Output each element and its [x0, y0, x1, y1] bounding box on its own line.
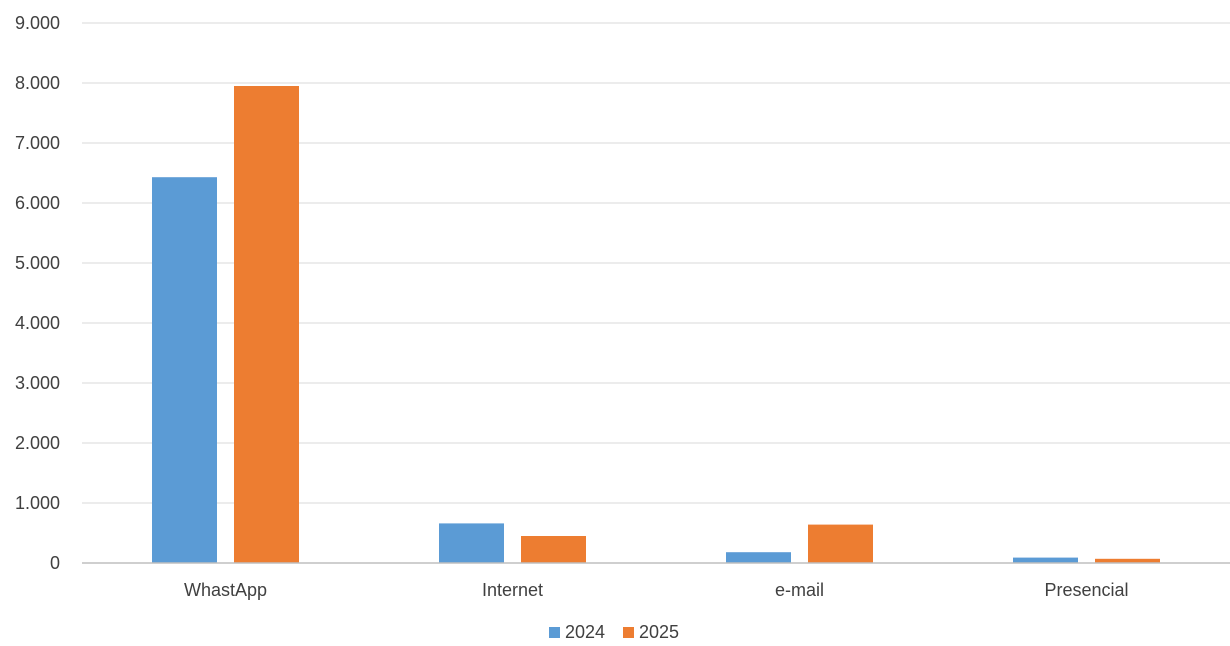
x-category-label: Presencial	[1044, 580, 1128, 600]
bar-2025-Presencial	[1095, 558, 1160, 563]
bars	[152, 86, 1160, 563]
x-axis-category-labels: WhastApp Internet e-mail Presencial	[184, 580, 1129, 600]
legend-swatch-2025	[623, 627, 634, 638]
x-category-label: e-mail	[775, 580, 824, 600]
y-tick-label: 3.000	[15, 373, 60, 393]
bar-2024-e-mail	[726, 552, 791, 563]
y-tick-label: 2.000	[15, 433, 60, 453]
y-tick-label: 0	[50, 553, 60, 573]
y-tick-label: 5.000	[15, 253, 60, 273]
legend: 2024 2025	[549, 622, 679, 642]
y-tick-label: 1.000	[15, 493, 60, 513]
y-tick-label: 4.000	[15, 313, 60, 333]
x-category-label: Internet	[482, 580, 543, 600]
y-tick-label: 8.000	[15, 73, 60, 93]
bar-2025-WhastApp	[234, 86, 299, 563]
bar-2024-WhastApp	[152, 177, 217, 563]
x-category-label: WhastApp	[184, 580, 267, 600]
y-tick-label: 7.000	[15, 133, 60, 153]
bar-2024-Internet	[439, 523, 504, 563]
y-tick-label: 9.000	[15, 13, 60, 33]
bar-2025-e-mail	[808, 524, 873, 563]
y-axis-tick-labels: 0 1.000 2.000 3.000 4.000 5.000 6.000 7.000 8.00…	[15, 13, 60, 573]
legend-label-2025: 2025	[639, 622, 679, 642]
y-tick-label: 6.000	[15, 193, 60, 213]
bar-2024-Presencial	[1013, 557, 1078, 563]
bar-2025-Internet	[521, 536, 586, 563]
legend-label-2024: 2024	[565, 622, 605, 642]
legend-swatch-2024	[549, 627, 560, 638]
